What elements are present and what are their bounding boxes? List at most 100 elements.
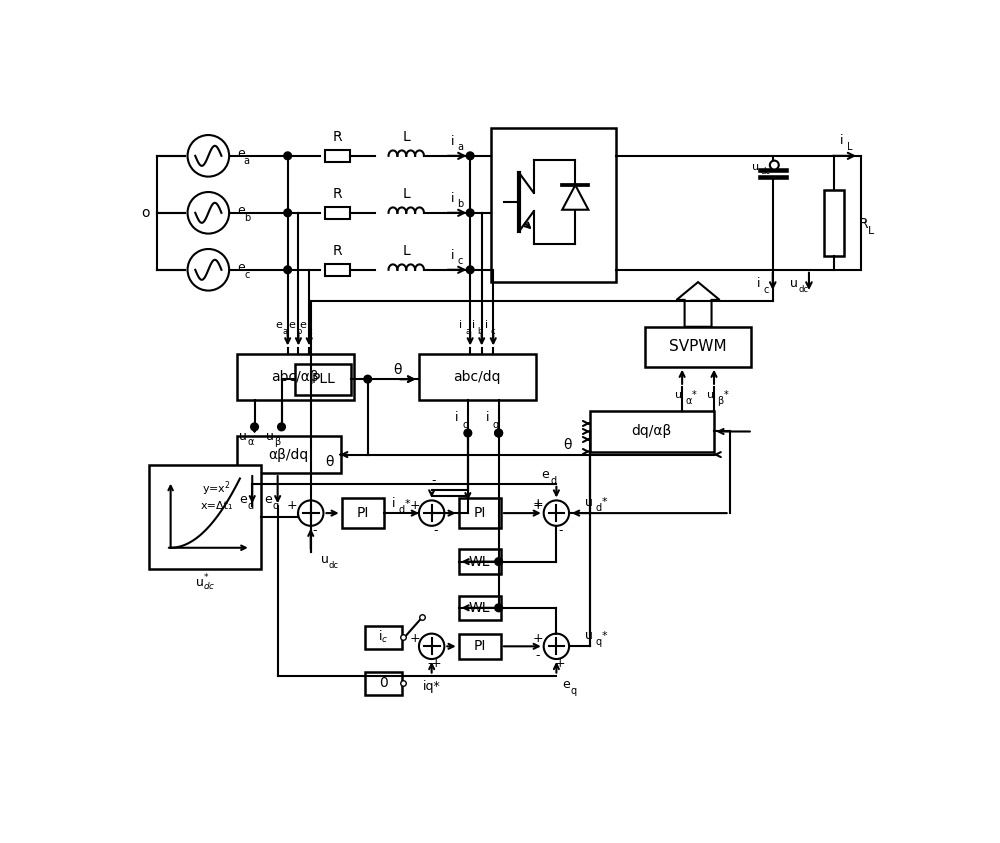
- Circle shape: [464, 429, 472, 437]
- Text: θ: θ: [564, 438, 572, 453]
- Text: x=Δt₁: x=Δt₁: [201, 502, 233, 511]
- Text: u$_{dc}^{*}$: u$_{dc}^{*}$: [195, 573, 215, 593]
- Text: e: e: [237, 261, 245, 274]
- Text: β: β: [275, 438, 281, 448]
- Bar: [419, 354, 536, 400]
- Text: αβ/dq: αβ/dq: [269, 448, 309, 462]
- Text: +: +: [533, 497, 543, 510]
- Text: c: c: [308, 327, 312, 336]
- Bar: [459, 550, 501, 574]
- Circle shape: [419, 501, 444, 526]
- Text: +: +: [409, 499, 420, 512]
- Circle shape: [770, 161, 779, 169]
- Text: -: -: [431, 475, 435, 487]
- Text: PI: PI: [474, 506, 486, 520]
- Text: i: i: [455, 411, 459, 424]
- Text: a: a: [465, 327, 470, 336]
- Text: *: *: [404, 499, 410, 509]
- Text: b: b: [457, 199, 463, 209]
- Text: d: d: [550, 475, 556, 486]
- Text: PI: PI: [474, 639, 486, 653]
- Bar: [295, 363, 351, 395]
- Text: -: -: [536, 649, 540, 662]
- Text: e: e: [275, 320, 282, 330]
- Text: iq*: iq*: [423, 679, 441, 693]
- Text: u: u: [707, 389, 714, 400]
- Text: u: u: [585, 629, 593, 642]
- Text: L: L: [402, 131, 410, 144]
- Circle shape: [298, 501, 323, 526]
- Text: e: e: [237, 204, 245, 217]
- Text: dq/αβ: dq/αβ: [632, 425, 672, 438]
- Text: b: b: [244, 213, 250, 223]
- Text: i$_c$: i$_c$: [378, 629, 388, 645]
- Text: i: i: [757, 277, 761, 290]
- Text: e: e: [264, 493, 272, 506]
- Text: α: α: [685, 396, 691, 406]
- Text: i: i: [486, 411, 490, 424]
- Bar: [342, 498, 384, 528]
- Text: β: β: [717, 396, 723, 406]
- Text: e: e: [542, 468, 549, 481]
- Text: q: q: [272, 502, 278, 511]
- Circle shape: [188, 192, 229, 234]
- Bar: [645, 327, 751, 367]
- Text: q: q: [570, 686, 576, 696]
- Text: +: +: [533, 632, 543, 645]
- Circle shape: [466, 152, 474, 159]
- Text: o: o: [142, 206, 150, 220]
- Bar: [459, 498, 501, 528]
- Text: u: u: [675, 389, 683, 400]
- Bar: [459, 595, 501, 620]
- Bar: [365, 626, 402, 648]
- Circle shape: [466, 266, 474, 274]
- Text: abc/αβ: abc/αβ: [272, 370, 319, 384]
- Text: i: i: [391, 497, 395, 510]
- Circle shape: [188, 249, 229, 291]
- Text: u: u: [239, 430, 247, 443]
- Bar: [365, 672, 402, 695]
- Text: PLL: PLL: [311, 372, 335, 386]
- Text: d: d: [462, 420, 469, 430]
- Text: +: +: [555, 657, 566, 669]
- Text: y=x$^2$: y=x$^2$: [202, 479, 231, 497]
- Text: i: i: [451, 191, 454, 205]
- Text: SVPWM: SVPWM: [669, 339, 727, 354]
- Text: e: e: [300, 320, 306, 330]
- Text: q: q: [492, 420, 499, 430]
- Text: 0: 0: [379, 676, 388, 690]
- Text: +: +: [533, 499, 543, 512]
- Text: R: R: [859, 217, 868, 231]
- Polygon shape: [562, 185, 588, 210]
- Text: abc/dq: abc/dq: [453, 370, 501, 384]
- Text: θ: θ: [393, 362, 401, 377]
- Text: i: i: [840, 134, 844, 147]
- Circle shape: [278, 423, 285, 431]
- Bar: [237, 436, 341, 473]
- Text: +: +: [430, 657, 441, 669]
- Text: α: α: [248, 438, 254, 448]
- Bar: [237, 354, 354, 400]
- Circle shape: [495, 558, 502, 566]
- Text: *: *: [601, 631, 607, 641]
- Polygon shape: [677, 282, 720, 327]
- Text: b: b: [477, 327, 483, 336]
- Text: d: d: [596, 503, 602, 513]
- Bar: [325, 150, 350, 162]
- Bar: [824, 191, 844, 256]
- Text: +: +: [409, 632, 420, 645]
- Text: u: u: [266, 430, 274, 443]
- Text: u: u: [585, 496, 593, 509]
- Text: θ: θ: [325, 455, 333, 470]
- Text: u: u: [752, 162, 759, 172]
- Text: i: i: [451, 249, 454, 261]
- Circle shape: [364, 375, 372, 383]
- Bar: [590, 411, 714, 452]
- Text: e: e: [239, 493, 247, 506]
- Circle shape: [466, 209, 474, 217]
- Circle shape: [495, 429, 502, 437]
- Bar: [459, 634, 501, 658]
- Text: -: -: [428, 657, 432, 669]
- Circle shape: [544, 634, 569, 659]
- Text: e: e: [237, 147, 245, 160]
